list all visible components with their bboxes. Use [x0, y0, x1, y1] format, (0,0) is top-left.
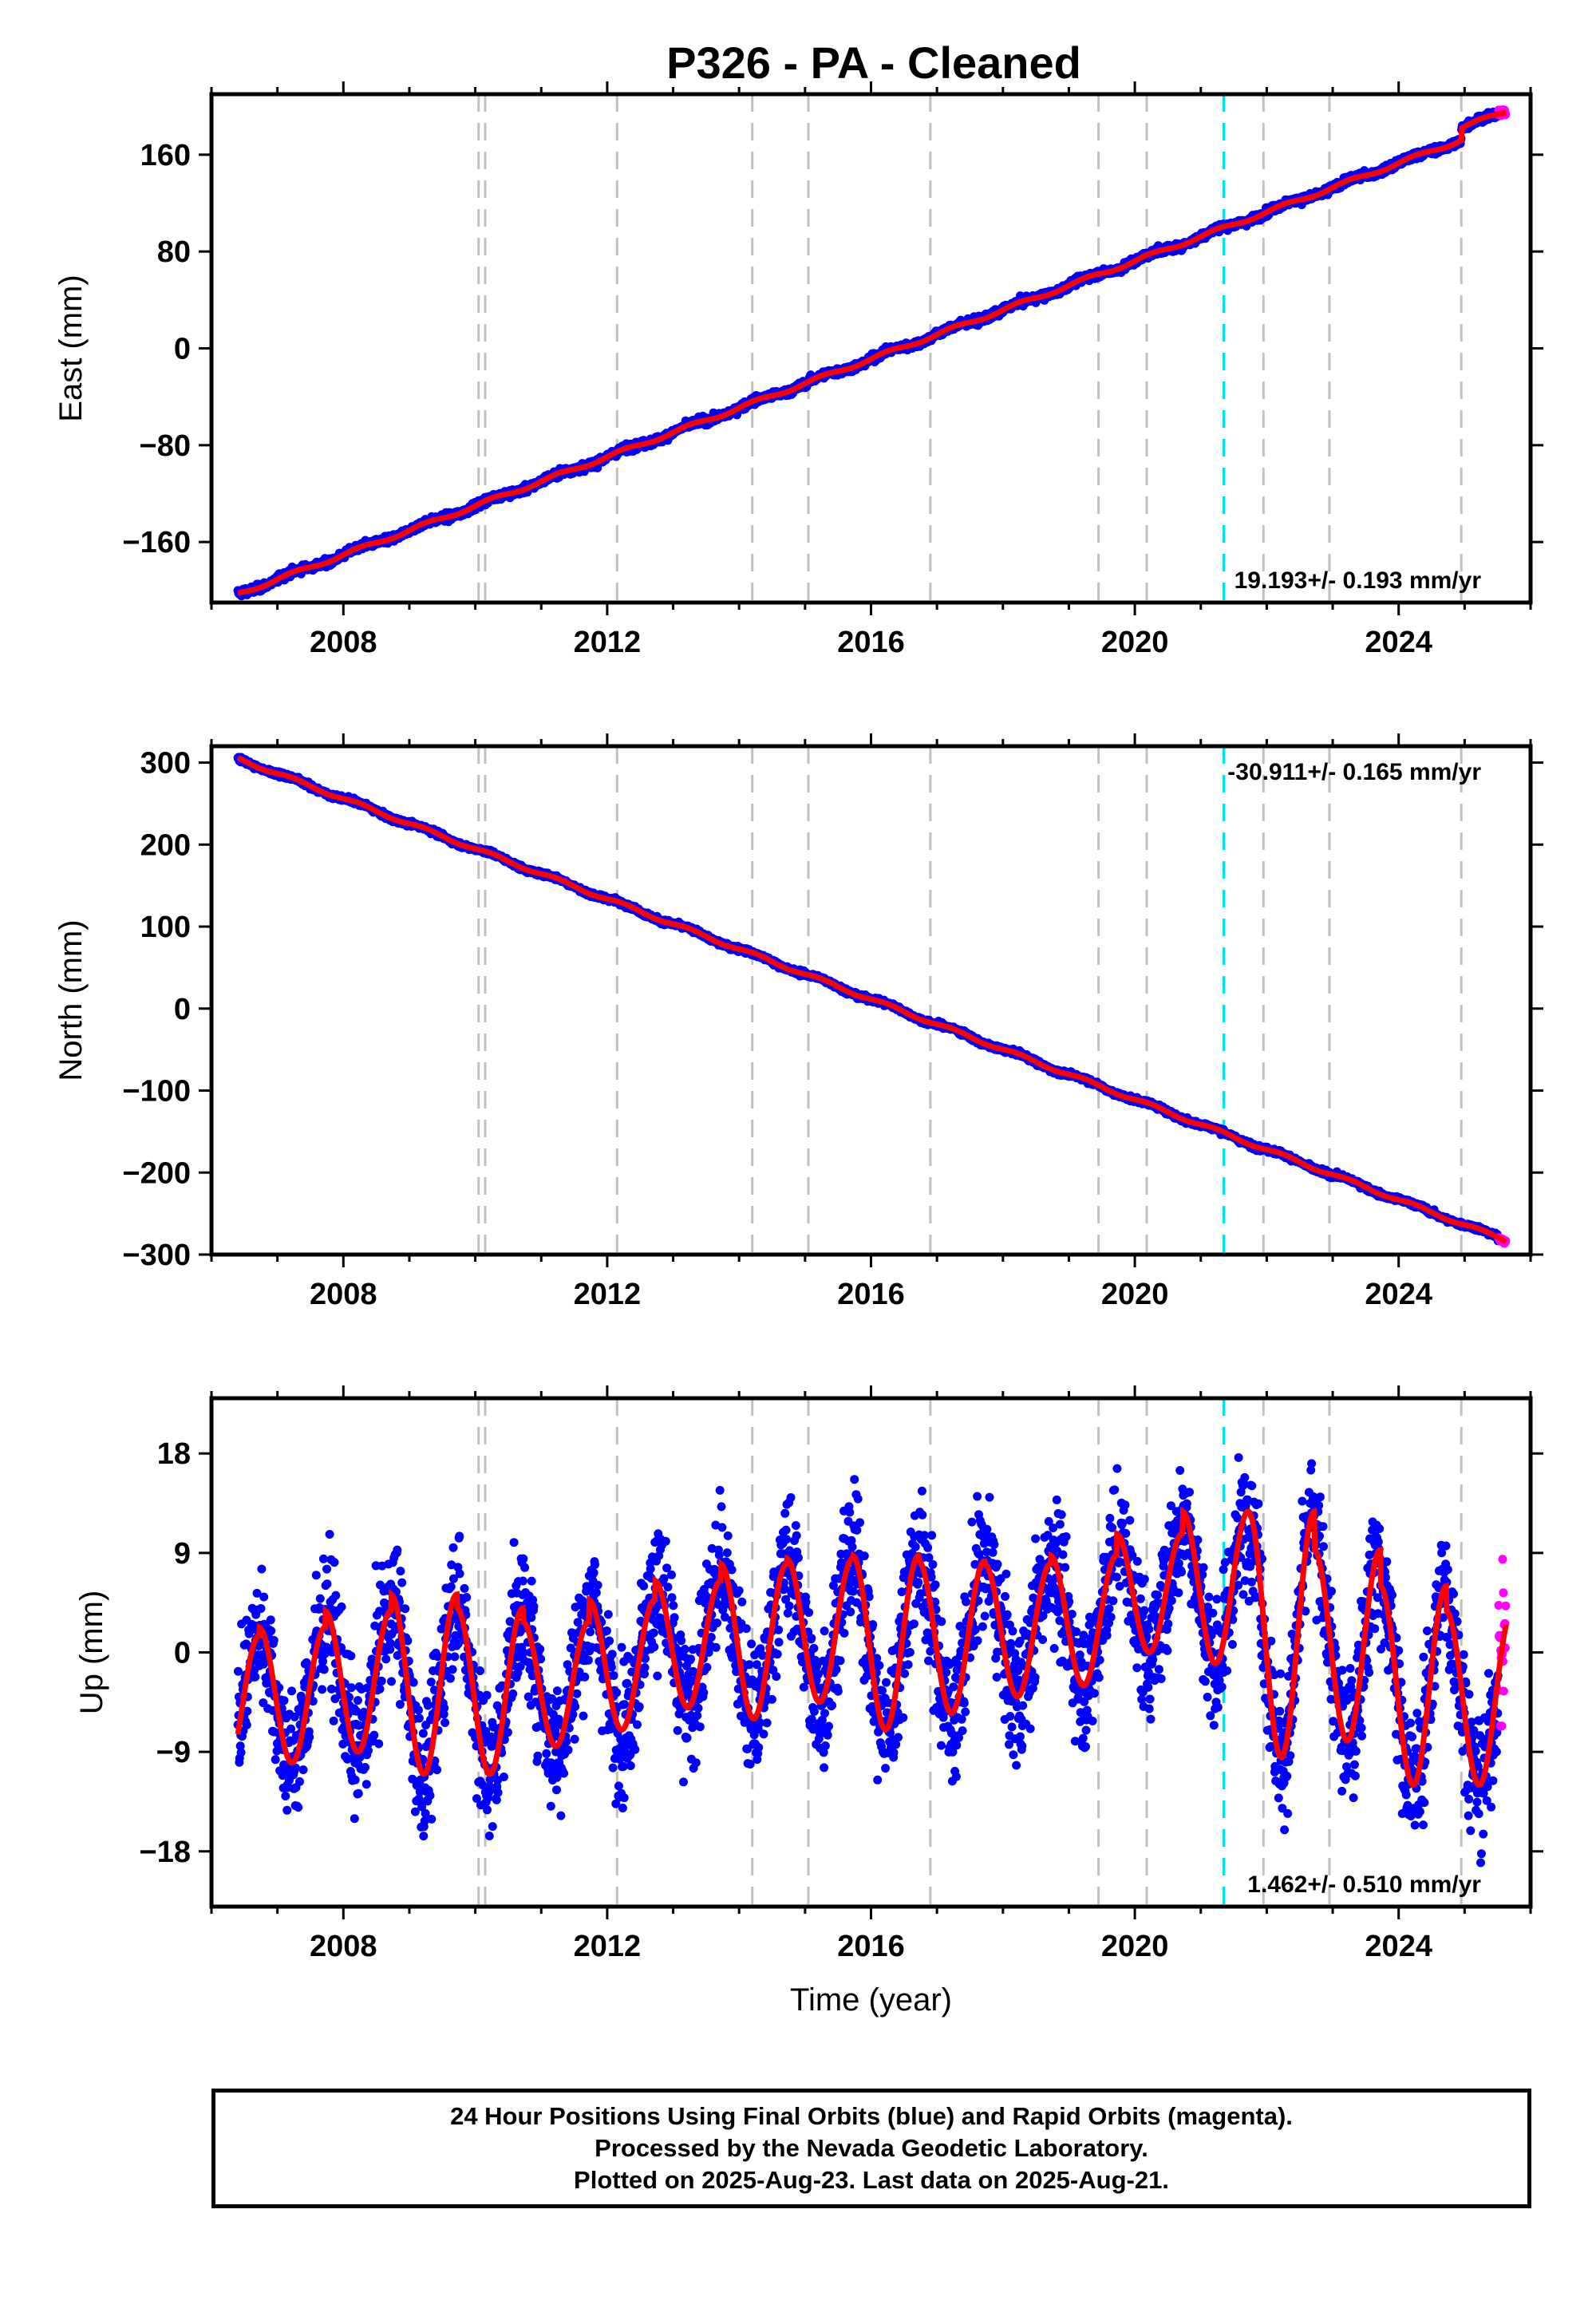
- x-tick-label: 2008: [310, 626, 377, 659]
- event-lines: [477, 94, 1463, 603]
- panel-north: 2008 2012 2016 2020 2024−300−200−10001002003…: [53, 733, 1543, 1311]
- x-tick-label: 2016: [837, 626, 905, 659]
- final-orbit-points: [233, 107, 1503, 601]
- event-lines: [477, 746, 1463, 1255]
- y-axis-label: East (mm): [53, 275, 89, 421]
- panels: 2008 2012 2016 2020 2024 −160 −80 0 80 160 East (m…: [53, 81, 1543, 2018]
- y-tick-label: −80: [140, 429, 191, 463]
- y-tick-label: 80: [157, 235, 191, 269]
- x-tick-label: 2020: [1101, 626, 1169, 659]
- chart-title: P326 - PA - Cleaned: [666, 38, 1081, 88]
- y-tick-label: 0: [174, 333, 191, 366]
- x-tick-label: 2024: [1365, 626, 1432, 659]
- velocity-label: 19.193+/- 0.193 mm/yr: [1235, 567, 1482, 594]
- y-tick-label: −160: [122, 526, 191, 559]
- y-tick-label: 160: [140, 139, 191, 172]
- panel-east: 2008 2012 2016 2020 2024 −160 −80 0 80 160 East (m…: [53, 81, 1543, 659]
- x-tick-label: 2012: [574, 626, 642, 659]
